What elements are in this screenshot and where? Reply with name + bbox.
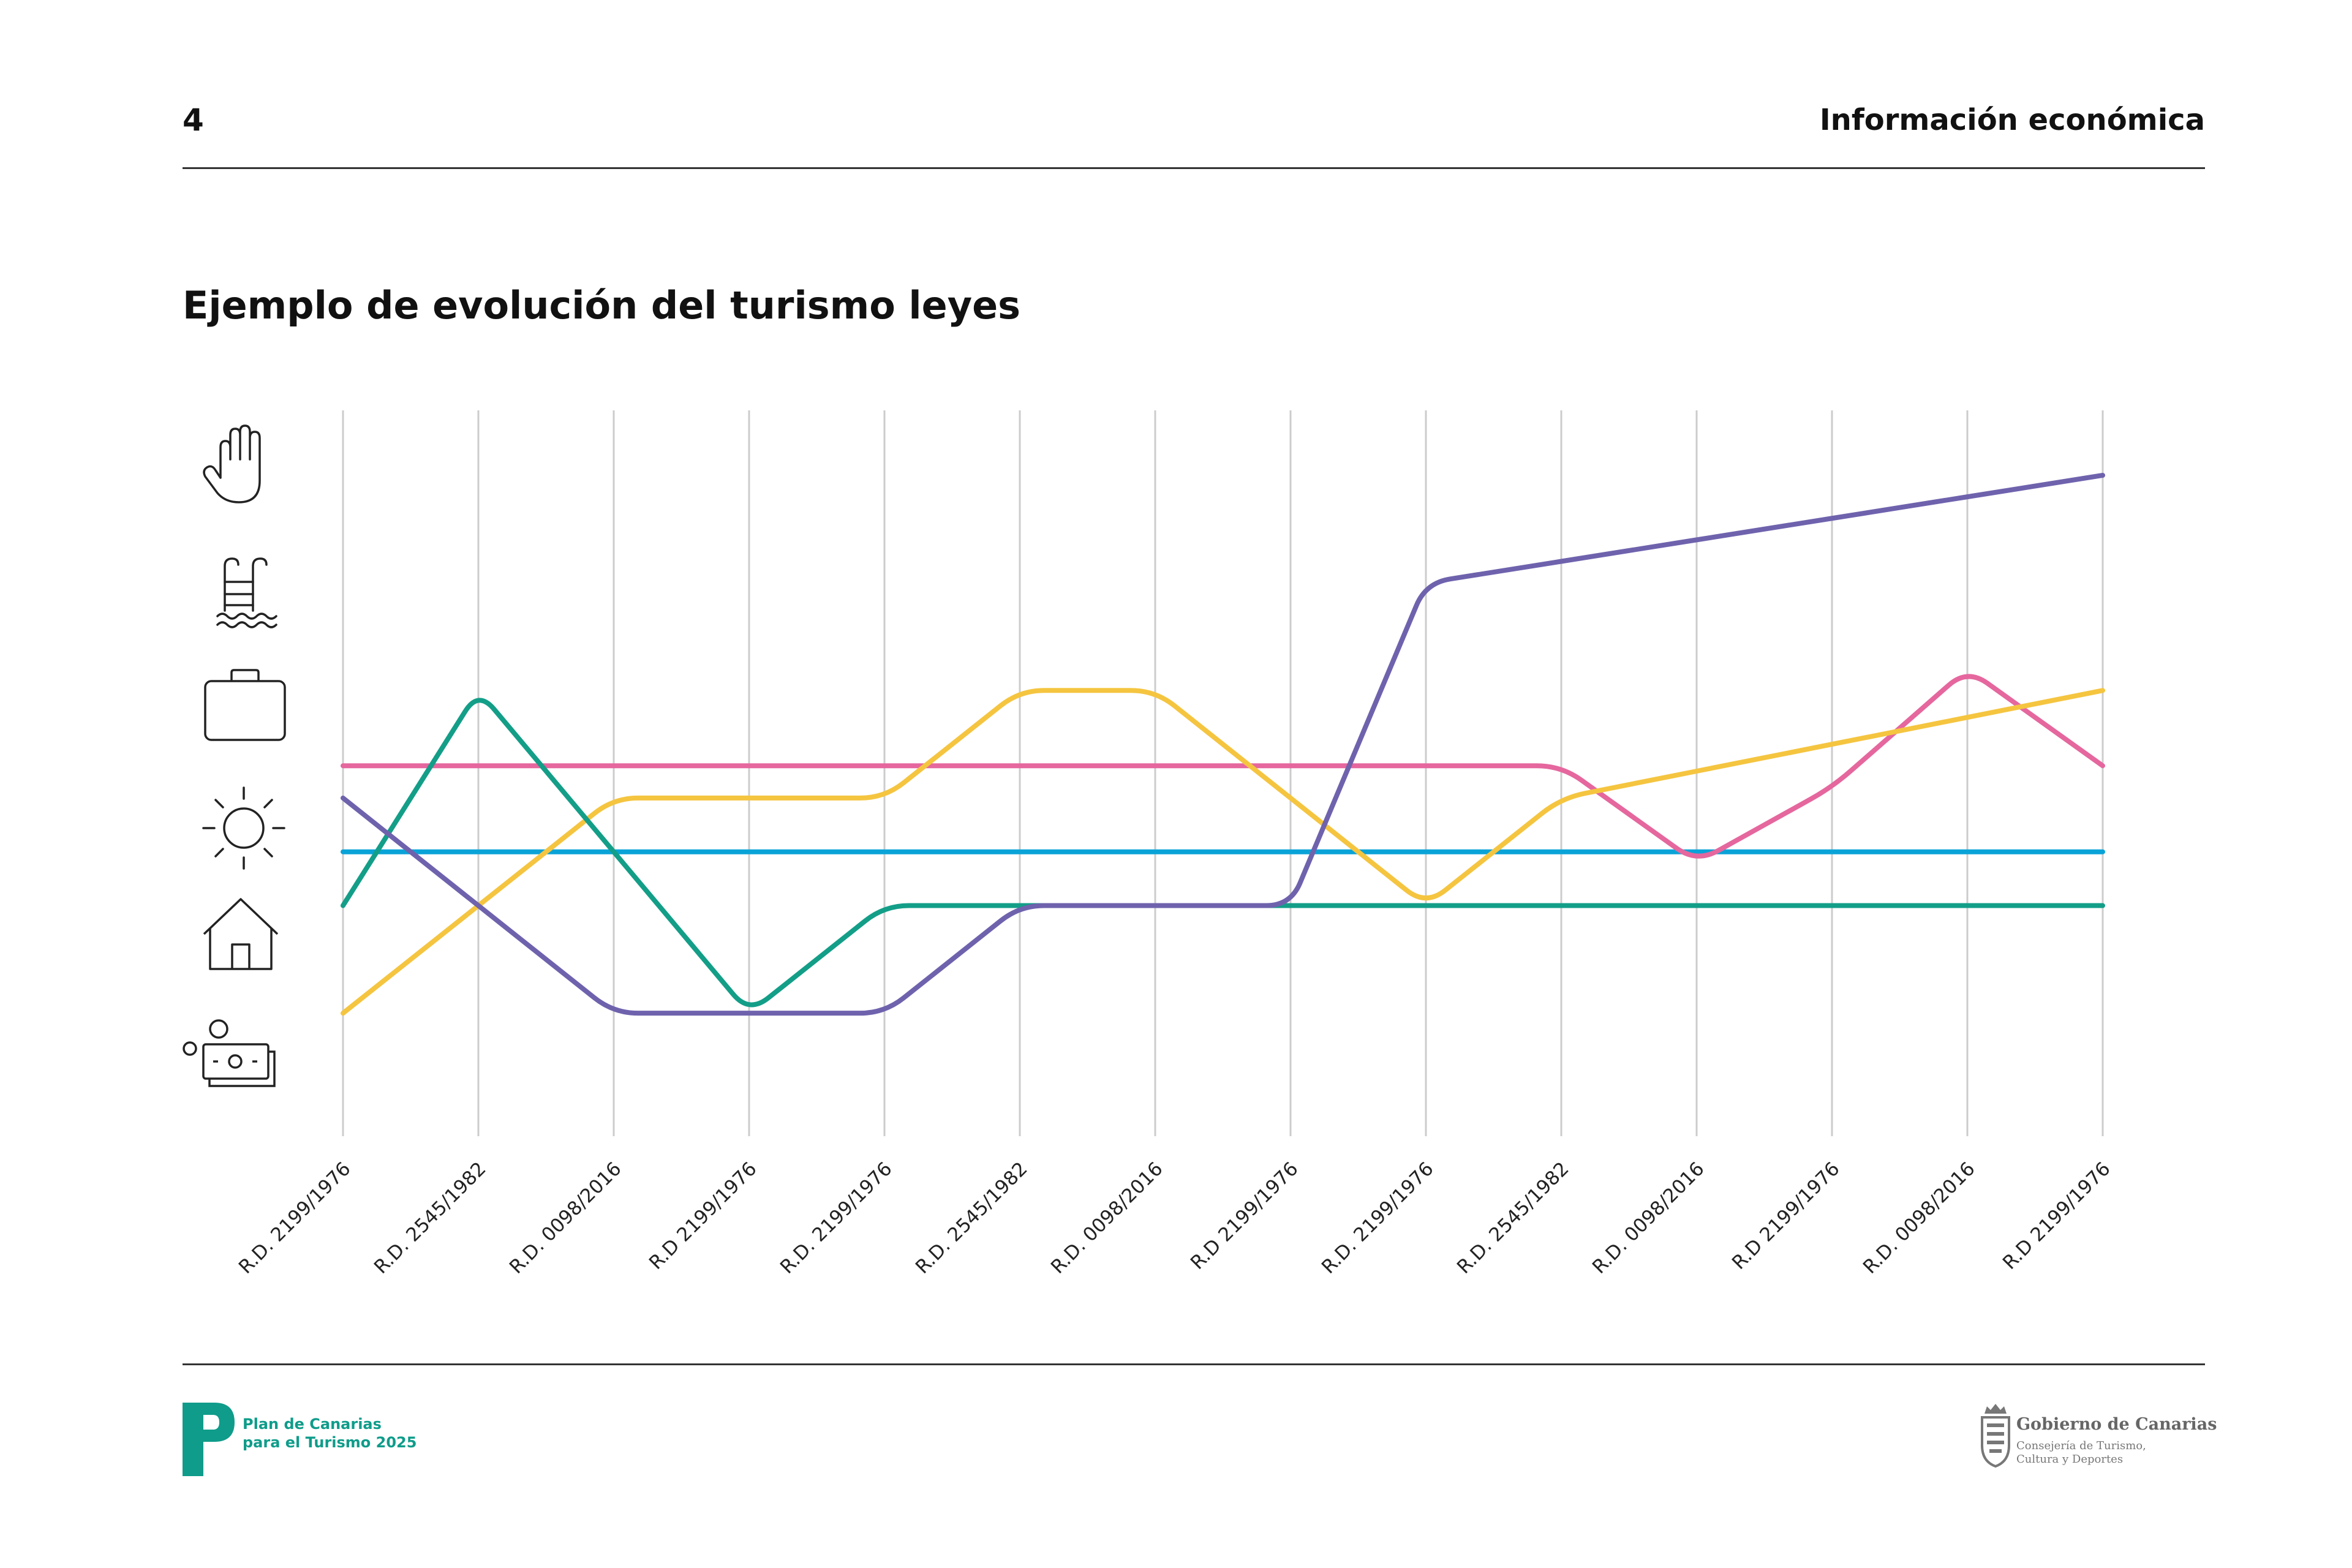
gobierno-canarias-logo: Gobierno de Canarias Consejería de Turis…: [1978, 1396, 2217, 1488]
x-tick-label: R.D. 2545/1982: [911, 1158, 1032, 1278]
x-tick-label: R.D. 2199/1976: [776, 1158, 897, 1278]
x-tick-label: R.D 2199/1976: [645, 1158, 761, 1274]
line-chart: R.D. 2199/1976 R.D. 2545/1982 R.D. 0098/20…: [183, 410, 2115, 1278]
hand-icon: [203, 424, 261, 503]
x-tick-label: R.D. 0098/2016: [1047, 1158, 1167, 1278]
footer-divider: [183, 1363, 2205, 1365]
coat-of-arms-icon: [1981, 1404, 2010, 1468]
x-tick-label: R.D. 0098/2016: [1588, 1158, 1709, 1278]
x-tick-label: R.D 2199/1976: [1728, 1158, 1844, 1274]
gobierno-subtitle-1: Consejería de Turismo,: [2016, 1439, 2146, 1452]
sun-icon: [202, 786, 285, 870]
section-title: Información económica: [1819, 103, 2205, 137]
gobierno-subtitle-2: Cultura y Deportes: [2016, 1453, 2124, 1466]
x-tick-label: R.D. 2199/1976: [1317, 1158, 1438, 1278]
x-tick-label: R.D. 2545/1982: [370, 1158, 491, 1278]
pool-ladder-icon: [216, 557, 277, 628]
x-tick-label: R.D. 2199/1976: [235, 1158, 355, 1278]
x-tick-label: R.D. 0098/2016: [505, 1158, 626, 1278]
series-line-2: [341, 674, 2105, 859]
series-lines: [341, 473, 2105, 1016]
x-axis-tick-labels: R.D. 2199/1976 R.D. 2545/1982 R.D. 0098/20…: [235, 1158, 2115, 1278]
plan-logo-line-1: Plan de Canarias: [243, 1415, 382, 1433]
gobierno-name: Gobierno de Canarias: [2016, 1415, 2217, 1434]
x-tick-label: R.D 2199/1976: [1999, 1158, 2115, 1274]
x-tick-label: R.D. 2545/1982: [1453, 1158, 1574, 1278]
x-tick-label: R.D 2199/1976: [1186, 1158, 1303, 1274]
chart-title: Ejemplo de evolución del turismo leyes: [183, 283, 1021, 328]
plan-logo-mark-icon: [183, 1403, 235, 1476]
y-axis-icons: [183, 424, 286, 1087]
series-line-3: [341, 688, 2105, 1016]
series-line-5: [341, 473, 2105, 1016]
header-divider: [183, 167, 2205, 169]
briefcase-icon: [204, 669, 286, 741]
plan-canarias-logo: Plan de Canarias para el Turismo 2025: [183, 1403, 452, 1482]
money-icon: [183, 1019, 276, 1087]
page-number: 4: [183, 102, 204, 138]
x-tick-label: R.D. 0098/2016: [1859, 1158, 1980, 1278]
house-icon: [203, 898, 279, 970]
plan-logo-line-2: para el Turismo 2025: [243, 1434, 417, 1451]
